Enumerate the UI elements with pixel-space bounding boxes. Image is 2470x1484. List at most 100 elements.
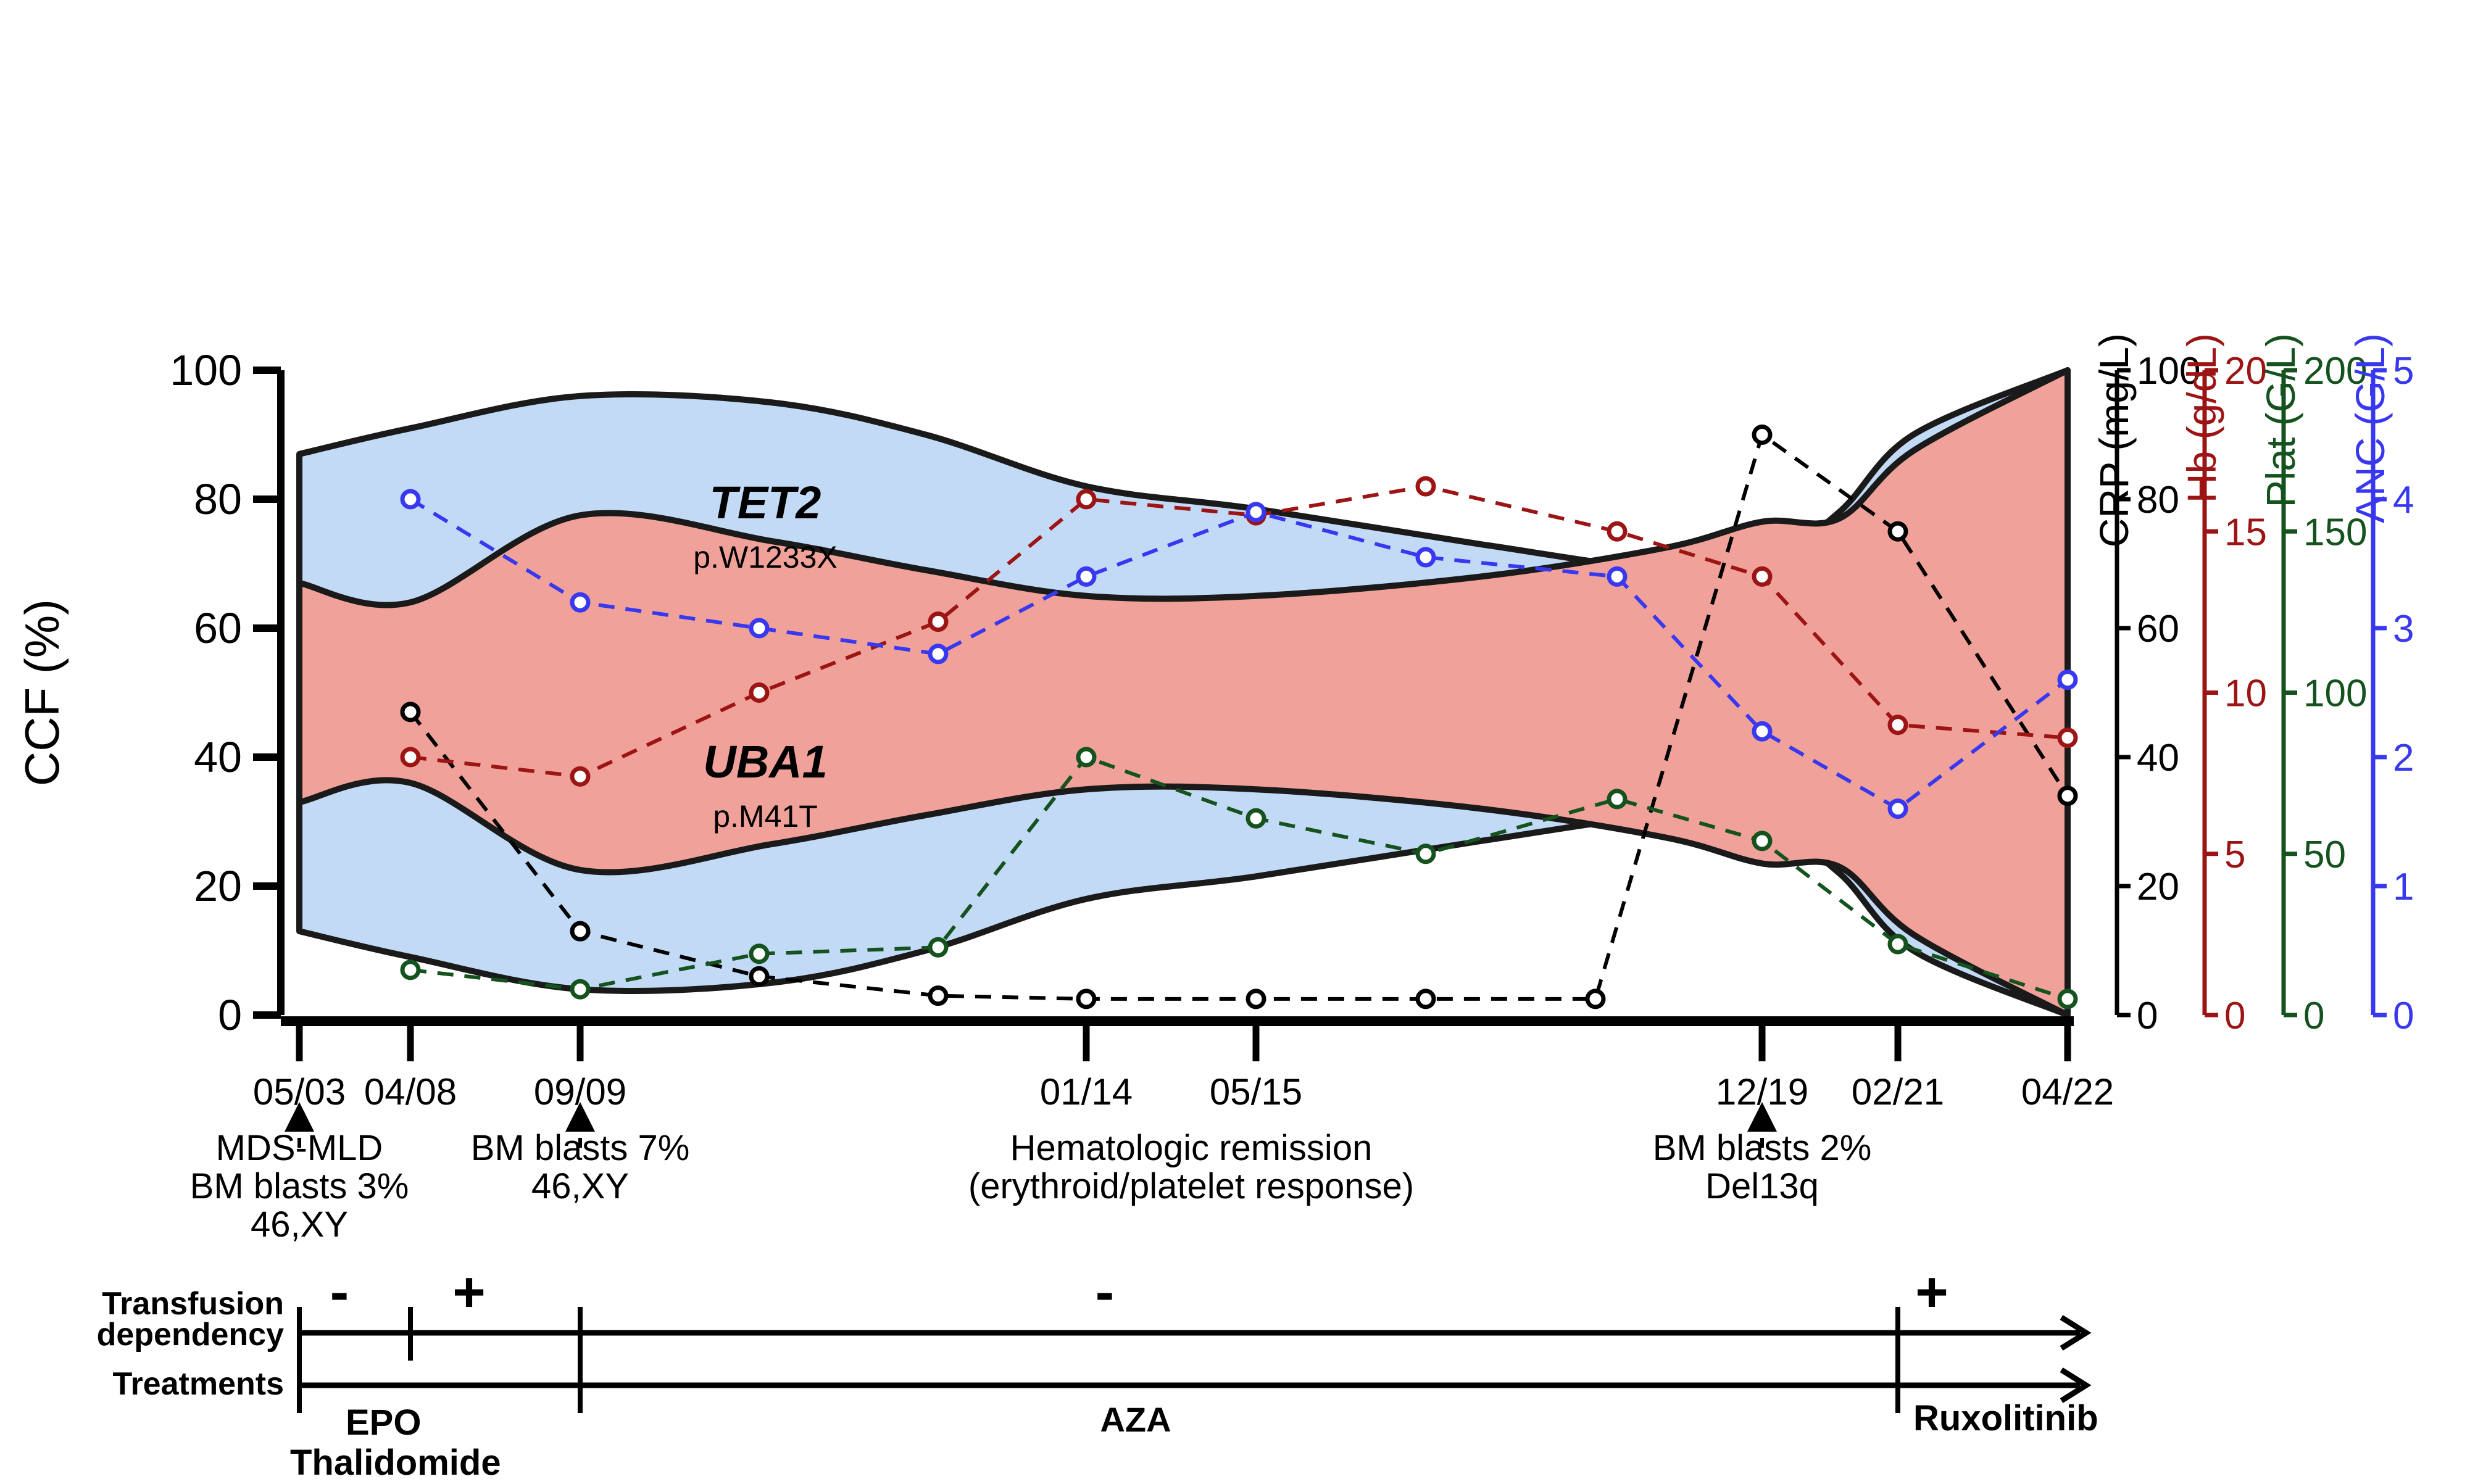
right-axis-tick-label-plat: 200 [2303,350,2367,392]
transfusion-marker: + [452,1261,486,1324]
left-axis-tick-label: 40 [194,733,242,781]
right-axis-title-hb: Hb (g/dL) [2179,333,2224,503]
lab-point-hb [570,766,591,787]
lab-point-hb [1887,715,1908,736]
right-axis-tick-label-crp: 80 [2137,479,2179,521]
lab-point-crp [928,985,949,1006]
dx-annotation-line: BM blasts 3% [190,1166,409,1206]
lab-point-hb [1752,566,1773,587]
lab-point-hb [1607,521,1628,542]
right-axis-tick-label-crp: 40 [2137,737,2179,779]
remission-annotation-line: (erythroid/platelet response) [968,1166,1414,1206]
transfusion-label-1: Transfusion [102,1286,284,1322]
x-axis-tick-label: 05/15 [1210,1071,1302,1113]
transfusion-label-2: dependency [97,1317,284,1353]
lab-point-plat [749,943,770,964]
clone-band-uba1 [296,367,2071,1018]
lab-point-plat [570,979,591,1000]
right-axis-tick-label-hb: 15 [2224,511,2267,553]
left-axis-tick-label: 20 [194,862,242,910]
lab-point-anc [1415,547,1436,568]
remission-annotation-line: Hematologic remission [1010,1128,1373,1168]
lab-point-hb [1415,476,1436,497]
transfusion-marker: - [330,1261,349,1324]
right-axis-tick-label-hb: 5 [2224,834,2245,876]
lab-point-anc [400,489,421,510]
treatments-arrowhead [2060,1367,2092,1403]
right-axis-title-anc: ANC (G/L) [2347,333,2393,523]
treatment-aza: AZA [1100,1400,1171,1439]
right-axis-tick-label-crp: 0 [2137,995,2158,1037]
clone-sublabel-tet2: p.W1233X [693,540,837,574]
right-axis-tick-label-anc: 4 [2393,479,2414,521]
lab-point-plat [1245,808,1266,829]
lab-point-crp [1415,989,1436,1009]
right-axis-tick-label-plat: 50 [2303,834,2346,876]
lab-point-plat [1607,789,1628,810]
transfusion-arrowhead [2060,1315,2092,1351]
lab-point-anc [1607,566,1628,587]
right-axis-tick-label-plat: 100 [2303,673,2367,715]
lab-point-hb [1076,489,1097,510]
treatment-thalidomide: Thalidomide [290,1443,501,1483]
right-axis-tick-label-crp: 60 [2137,608,2179,650]
right-axis-title-crp: CRP (mg/L) [2091,333,2137,547]
treatment-ruxolitinib: Ruxolitinib [1913,1398,2098,1438]
treatments-label: Treatments [113,1366,284,1402]
x-axis-tick-label: 09/09 [534,1071,626,1113]
right-axis-tick-label-plat: 150 [2303,511,2367,553]
lab-point-crp [1245,989,1266,1009]
transfusion-marker: - [1096,1261,1115,1324]
lab-point-anc [749,618,770,639]
dx-annotation-line: 46,XY [251,1204,348,1245]
lab-point-crp [749,966,770,987]
lab-point-anc [1887,798,1908,819]
lab-point-hb [749,682,770,703]
treatment-epo: EPO [346,1403,422,1443]
x-axis-tick-label: 01/14 [1040,1071,1133,1113]
lab-point-plat [1887,934,1908,955]
lab-point-hb [2057,727,2078,748]
right-axis-tick-label-anc: 0 [2393,995,2414,1037]
left-axis-tick-label: 80 [194,475,242,523]
lab-point-crp [400,702,421,723]
right-axis-tick-label-hb: 10 [2224,673,2267,715]
x-axis-tick-label: 04/22 [2021,1071,2114,1113]
lab-point-plat [1076,747,1097,768]
right-axis-tick-label-anc: 1 [2393,866,2414,908]
lab-point-anc [928,644,949,665]
clone-label-tet2: TET2 [710,477,821,528]
x-axis-tick-label: 12/19 [1716,1071,1808,1113]
blasts2-annotation-line: BM blasts 2% [1653,1128,1872,1168]
right-axis-tick-label-anc: 3 [2393,608,2414,650]
clone-label-uba1: UBA1 [703,736,827,787]
blasts2-annotation-line: Del13q [1705,1166,1819,1206]
lab-point-crp [570,921,591,942]
lab-point-hb [400,747,421,768]
lab-point-anc [1752,721,1773,742]
lab-point-anc [1076,566,1097,587]
right-axis-tick-label-crp: 100 [2137,350,2200,392]
right-axis-tick-label-crp: 20 [2137,866,2179,908]
clone-sublabel-uba1: p.M41T [713,799,818,834]
lab-point-plat [1752,831,1773,852]
right-axis-tick-label-hb: 20 [2224,350,2267,392]
blasts7-annotation-line: 46,XY [531,1166,629,1206]
x-axis-tick-label: 05/03 [253,1071,346,1113]
lab-point-hb [928,611,949,632]
lab-point-plat [2057,989,2078,1009]
transfusion-marker: + [1915,1261,1948,1324]
lab-point-anc [2057,669,2078,690]
right-axis-tick-label-anc: 5 [2393,350,2414,392]
left-axis-tick-label: 0 [218,991,242,1039]
left-axis-title: CCF (%) [15,599,69,786]
lab-point-crp [1887,521,1908,542]
lab-point-crp [1076,989,1097,1009]
lab-point-crp [1585,989,1606,1009]
right-axis-title-plat: Plat (G/L) [2258,333,2303,507]
left-axis-tick-label: 100 [170,346,242,394]
lab-point-plat [1415,844,1436,864]
lab-point-anc [570,592,591,613]
